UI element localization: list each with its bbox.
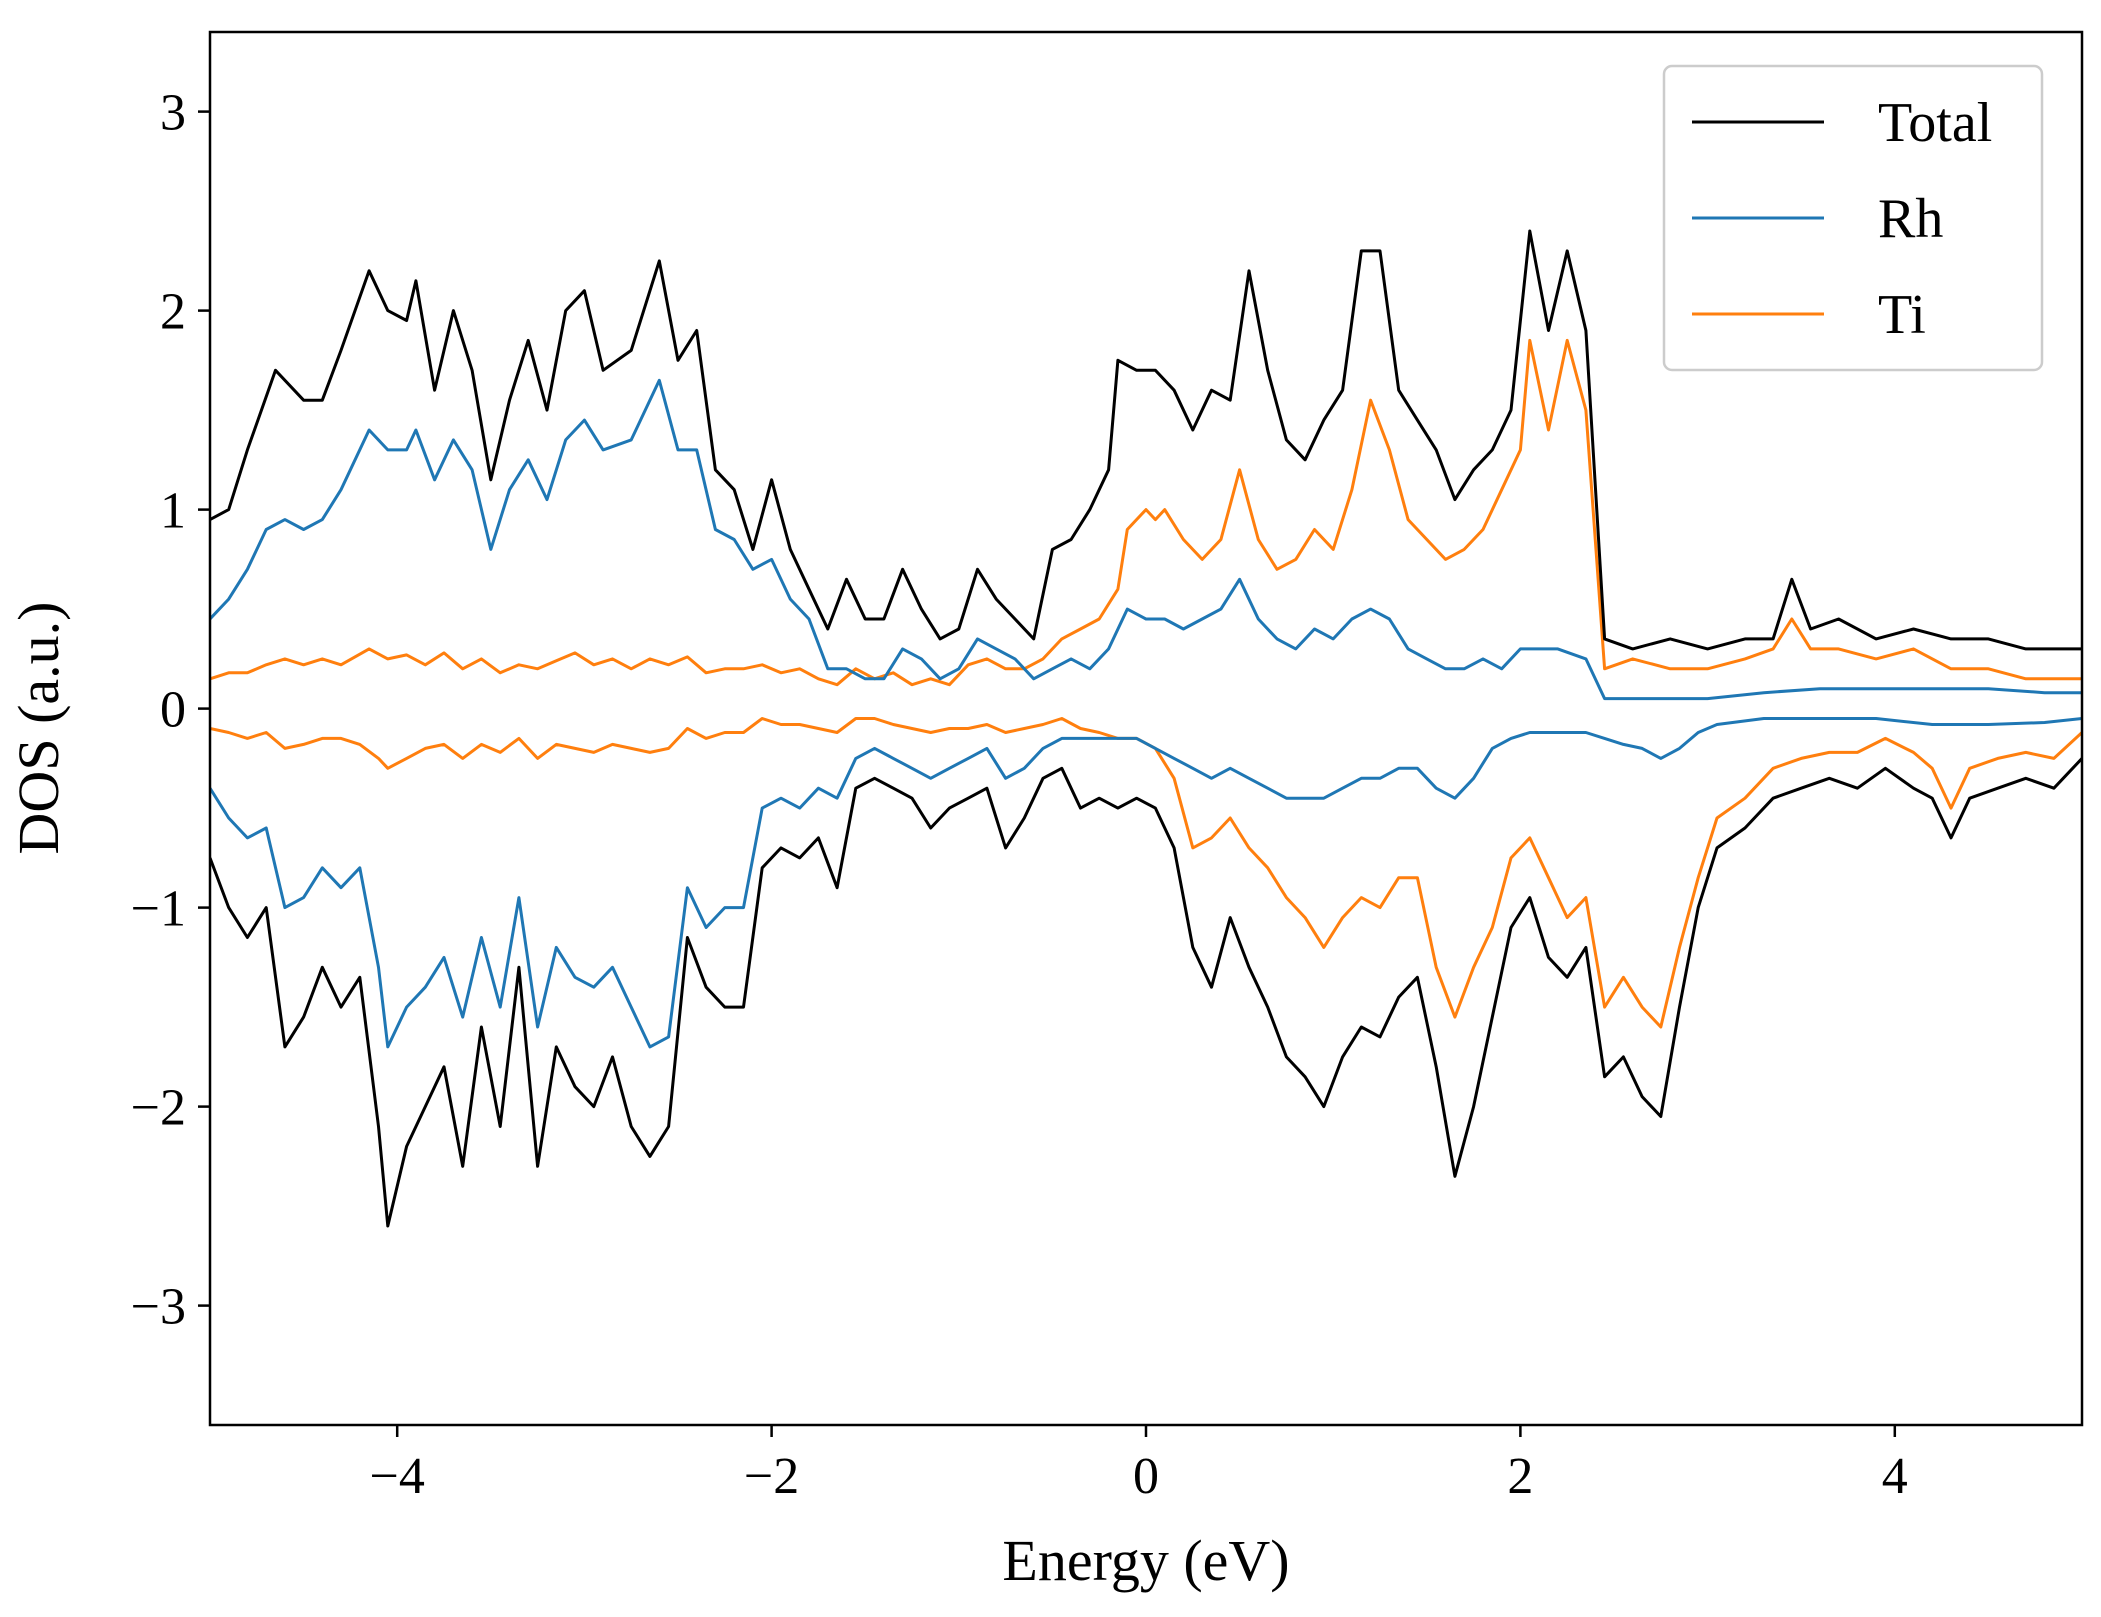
- x-tick-label: −2: [744, 1448, 799, 1505]
- legend: Total Rh Ti: [1662, 64, 2044, 372]
- series-total-down: [210, 757, 2082, 1228]
- x-axis: −4 −2 0 2 4: [370, 1425, 1908, 1505]
- series-rh-up: [210, 378, 2082, 701]
- legend-label-ti: Ti: [1878, 284, 1926, 346]
- x-tick-label: 0: [1133, 1448, 1159, 1505]
- series-total-up: [210, 229, 2082, 651]
- y-tick-label: −3: [131, 1279, 186, 1336]
- x-axis-title: Energy (eV): [1002, 1528, 1289, 1593]
- y-axis: −3 −2 −1 0 1 2 3: [131, 85, 210, 1336]
- y-tick-label: 0: [160, 682, 186, 739]
- series-ti-up: [210, 338, 2082, 687]
- legend-label-total: Total: [1878, 92, 1992, 154]
- series-ti-down: [210, 717, 2082, 1029]
- y-axis-title: DOS (a.u.): [6, 602, 71, 855]
- y-tick-label: −2: [131, 1080, 186, 1137]
- series-rh-down: [210, 717, 2082, 1049]
- series-layer: [210, 229, 2082, 1228]
- y-tick-label: 2: [160, 284, 186, 341]
- y-tick-label: 1: [160, 483, 186, 540]
- y-tick-label: −1: [131, 881, 186, 938]
- y-tick-label: 3: [160, 85, 186, 142]
- legend-box: [1662, 64, 2044, 372]
- legend-label-rh: Rh: [1878, 188, 1943, 250]
- x-tick-label: −4: [370, 1448, 425, 1505]
- x-tick-label: 4: [1882, 1448, 1908, 1505]
- x-tick-label: 2: [1507, 1448, 1533, 1505]
